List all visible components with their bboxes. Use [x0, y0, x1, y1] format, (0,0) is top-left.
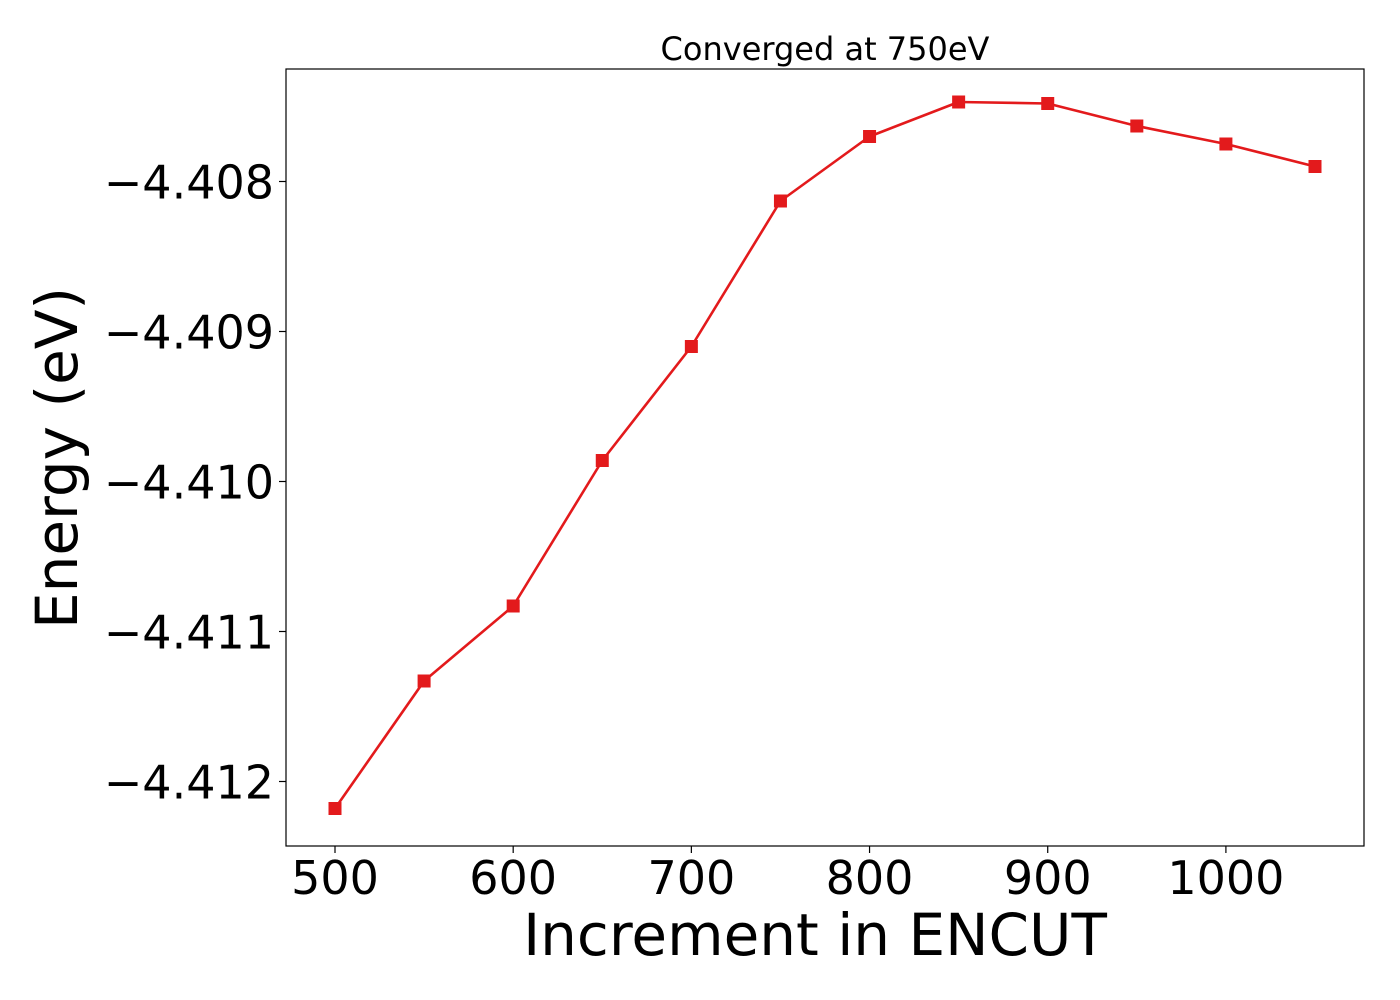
y-tick-label: −4.408 [104, 156, 274, 210]
y-tick-label: −4.410 [104, 456, 274, 510]
x-tick-label: 1000 [1167, 851, 1284, 905]
x-tick-label: 800 [826, 851, 914, 905]
data-point-marker [506, 599, 520, 613]
y-tick-label: −4.411 [104, 606, 274, 660]
data-point-marker [1130, 119, 1144, 133]
data-point-marker [773, 194, 787, 208]
data-point-marker [684, 340, 698, 353]
plot-frame [285, 68, 1365, 847]
data-point-marker [1308, 160, 1322, 173]
y-axis: −4.408 −4.409 −4.410 −4.411 −4.412 [104, 156, 286, 810]
y-tick-label: −4.409 [104, 306, 274, 360]
data-point-marker [863, 130, 877, 143]
data-point-marker [328, 802, 342, 815]
series-layer [328, 95, 1322, 815]
x-axis: 500 600 700 800 900 1000 [291, 846, 1284, 905]
x-tick-label: 500 [291, 851, 379, 905]
x-tick-label: 700 [647, 851, 735, 905]
data-point-marker [1219, 137, 1233, 151]
data-point-marker [952, 95, 966, 109]
y-tick-label: −4.412 [104, 756, 274, 810]
x-tick-label: 900 [1004, 851, 1092, 905]
x-tick-label: 600 [469, 851, 557, 905]
data-point-marker [417, 674, 431, 688]
series-line [333, 100, 1316, 810]
data-point-marker [595, 454, 609, 467]
data-point-marker [1041, 97, 1055, 110]
x-axis-label: Increment in ENCUT [523, 901, 1107, 969]
y-axis-label: Energy (eV) [23, 287, 91, 629]
chart-title: Converged at 750eV [661, 30, 990, 68]
